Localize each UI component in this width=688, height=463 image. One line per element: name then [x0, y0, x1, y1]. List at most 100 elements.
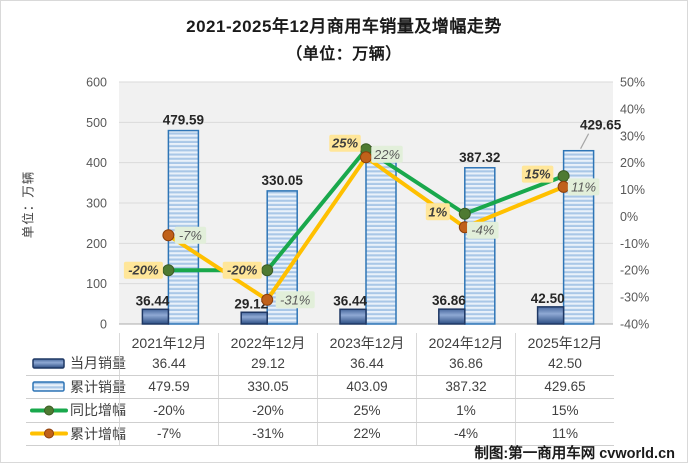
table-row: 同比增幅 -20% -20% 25% 1% 15% — [26, 399, 614, 423]
sales-growth-chart: 600 500 400 300 200 100 0 50% 40% 30% 20% 10% 0% -10%… — [86, 76, 649, 332]
monthly-bar — [438, 308, 466, 325]
yoy-growth-label-bg — [425, 203, 450, 221]
table-value-cell: 36.86 — [416, 352, 515, 375]
table-header-cell: 2022年12月 — [218, 333, 317, 353]
table-header-cell: 2025年12月 — [515, 333, 614, 353]
yoy-growth-label: 1% — [428, 204, 447, 219]
table-value-cell: 15% — [515, 399, 614, 422]
right-axis-tick: 30% — [620, 129, 645, 143]
table-row: 累计增幅 -7% -31% 22% -4% 11% — [26, 422, 614, 446]
table-row: 累计销量 479.59 330.05 403.09 387.32 429.65 — [26, 375, 614, 399]
source-credit: 制图:第一商用车网 cvworld.cn — [474, 446, 675, 462]
cum-growth-label: 22% — [373, 147, 400, 162]
table-corner-cell — [26, 333, 119, 353]
cum-marker — [261, 293, 274, 306]
cumulative-value-label: 479.59 — [163, 113, 204, 128]
left-axis-tick: 400 — [86, 156, 107, 170]
table-value-cell: -20% — [218, 399, 317, 422]
chart-title-line2: （单位：万辆） — [286, 46, 402, 63]
left-axis-tick: 500 — [86, 116, 107, 130]
right-axis-tick: 50% — [620, 76, 645, 90]
table-header-cell: 2024年12月 — [416, 333, 515, 353]
table-value-cell: 387.32 — [416, 375, 515, 398]
table-value-cell: 22% — [317, 422, 416, 445]
legend-key-cell: 累计增幅 — [26, 423, 126, 446]
table-value-cell: -7% — [119, 422, 218, 445]
left-axis-tick: 300 — [86, 197, 107, 211]
legend-key-cell: 累计销量 — [26, 376, 126, 399]
table-value-cell: 42.50 — [515, 352, 614, 375]
yoy-marker — [162, 264, 175, 277]
yoy-growth-label-bg — [222, 261, 262, 279]
cum-line-icon — [30, 428, 68, 439]
cum-marker — [557, 180, 570, 193]
left-axis-tick: 200 — [86, 237, 107, 251]
right-axis-tick: 40% — [620, 102, 645, 116]
monthly-bar-icon — [32, 358, 65, 369]
table-header-row: 2021年12月 2022年12月 2023年12月 2024年12月 2025年12月 — [26, 333, 614, 353]
monthly-bar — [141, 308, 170, 325]
cum-growth-label: 11% — [571, 179, 596, 194]
monthly-bar — [339, 308, 367, 325]
cum-growth-label: -4% — [471, 223, 494, 238]
yoy-growth-label-bg — [123, 261, 163, 279]
right-axis-tick: 0% — [620, 210, 638, 224]
right-axis-tick: -20% — [620, 264, 649, 278]
monthly-bar — [240, 311, 268, 325]
table-value-cell: 36.44 — [317, 352, 416, 375]
right-axis-tick: 10% — [620, 183, 645, 197]
cum-growth-label: -31% — [280, 292, 310, 307]
table-header-cell: 2021年12月 — [119, 333, 218, 353]
monthly-value-label: 36.44 — [136, 293, 170, 308]
cum-growth-label-bg — [467, 221, 499, 239]
chart-title-line1: 2021-2025年12月商用车销量及增幅走势 — [186, 17, 502, 36]
yoy-marker — [261, 264, 274, 277]
right-axis-tick: 20% — [620, 156, 645, 170]
monthly-bar — [536, 306, 565, 325]
cum-growth-label: -7% — [179, 228, 202, 243]
cum-marker — [360, 151, 372, 164]
table-row: 当月销量 36.44 29.12 36.44 36.86 42.50 — [26, 352, 614, 376]
monthly-value-label: 36.44 — [333, 293, 367, 308]
table-value-cell: -20% — [119, 399, 218, 422]
yoy-growth-label: -20% — [128, 263, 159, 278]
cumulative-bar — [365, 160, 397, 325]
legend-key-cell: 当月销量 — [26, 352, 126, 375]
cumulative-bar-icon — [32, 381, 65, 392]
table-value-cell: 11% — [515, 422, 614, 445]
cum-growth-label-bg — [275, 291, 315, 309]
legend-key-cell: 同比增幅 — [26, 399, 126, 422]
cumulative-value-label: 429.65 — [580, 118, 622, 133]
monthly-value-label: 42.50 — [531, 291, 565, 306]
cum-growth-label-bg — [567, 178, 600, 196]
right-axis-tick: -10% — [620, 237, 649, 251]
left-axis-tick: 600 — [86, 76, 107, 90]
legend-data-table: 2021年12月 2022年12月 2023年12月 2024年12月 2025年12月… — [26, 333, 614, 446]
cum-growth-label-bg — [174, 226, 207, 244]
yoy-growth-label-bg — [329, 134, 361, 152]
table-header-cell: 2023年12月 — [317, 333, 416, 353]
label-leader-line — [580, 133, 590, 149]
yoy-growth-label-bg — [521, 165, 554, 183]
right-axis-tick: -30% — [620, 291, 649, 305]
chart-title: 2021-2025年12月商用车销量及增幅走势 （单位：万辆） — [1, 12, 687, 64]
monthly-value-label: 36.86 — [432, 293, 466, 308]
right-axis-tick: -40% — [620, 318, 649, 332]
legend-series-name: 累计销量 — [70, 378, 126, 395]
table-value-cell: 36.44 — [119, 352, 218, 375]
yoy-growth-label: 25% — [331, 136, 358, 151]
yoy-growth-label: 15% — [525, 167, 551, 182]
table-value-cell: 479.59 — [119, 375, 218, 398]
table-value-cell: 403.09 — [317, 375, 416, 398]
cumulative-bar — [464, 167, 496, 325]
table-value-cell: 429.65 — [515, 375, 614, 398]
table-value-cell: 25% — [317, 399, 416, 422]
cum-marker — [162, 229, 175, 242]
table-value-cell: -31% — [218, 422, 317, 445]
table-value-cell: 29.12 — [218, 352, 317, 375]
table-value-cell: 1% — [416, 399, 515, 422]
cum-growth-label-bg — [371, 145, 403, 163]
legend-series-name: 当月销量 — [70, 355, 126, 372]
cumulative-value-label: 387.32 — [459, 150, 500, 165]
yoy-marker — [458, 207, 471, 220]
